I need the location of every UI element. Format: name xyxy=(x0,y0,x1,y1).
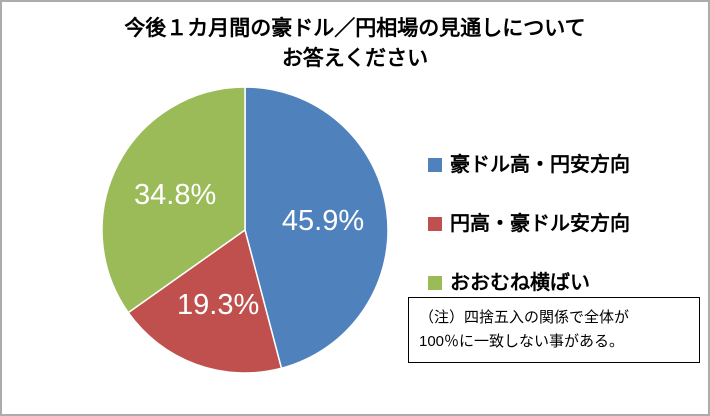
slice-label-1: 19.3% xyxy=(177,289,259,321)
note-box: （注）四捨五入の関係で全体が 100％に一致しない事がある。 xyxy=(408,297,700,363)
note-line1: （注）四捨五入の関係で全体が xyxy=(419,309,630,326)
pie-slice-0 xyxy=(244,86,389,370)
slice-label-0: 45.9% xyxy=(282,205,364,237)
legend-item-1: 円高・豪ドル安方向 xyxy=(428,211,630,237)
chart-title-line1: 今後１カ月間の豪ドル／円相場の見通しについて xyxy=(124,17,586,40)
slice-label-2: 34.8% xyxy=(134,179,216,211)
pie-slice-1 xyxy=(127,228,283,374)
note-line2: 100％に一致しない事がある。 xyxy=(419,333,625,350)
legend-item-0: 豪ドル高・円安方向 xyxy=(428,152,630,178)
legend: 豪ドル高・円安方向 円高・豪ドル安方向 おおむね横ばい xyxy=(428,152,630,296)
legend-swatch-red xyxy=(428,217,442,231)
pie-slice-2 xyxy=(101,86,246,314)
legend-item-2: おおむね横ばい xyxy=(428,270,630,296)
chart-title-line2: お答えください xyxy=(281,47,429,71)
chart-title: 今後１カ月間の豪ドル／円相場の見通しについて お答えください xyxy=(2,14,708,75)
legend-label: おおむね横ばい xyxy=(450,272,590,294)
legend-label: 円高・豪ドル安方向 xyxy=(450,213,630,235)
pie-chart: 45.9% 19.3% 34.8% xyxy=(101,86,389,374)
legend-label: 豪ドル高・円安方向 xyxy=(450,154,630,176)
legend-swatch-green xyxy=(428,276,442,290)
legend-swatch-blue xyxy=(428,158,442,172)
